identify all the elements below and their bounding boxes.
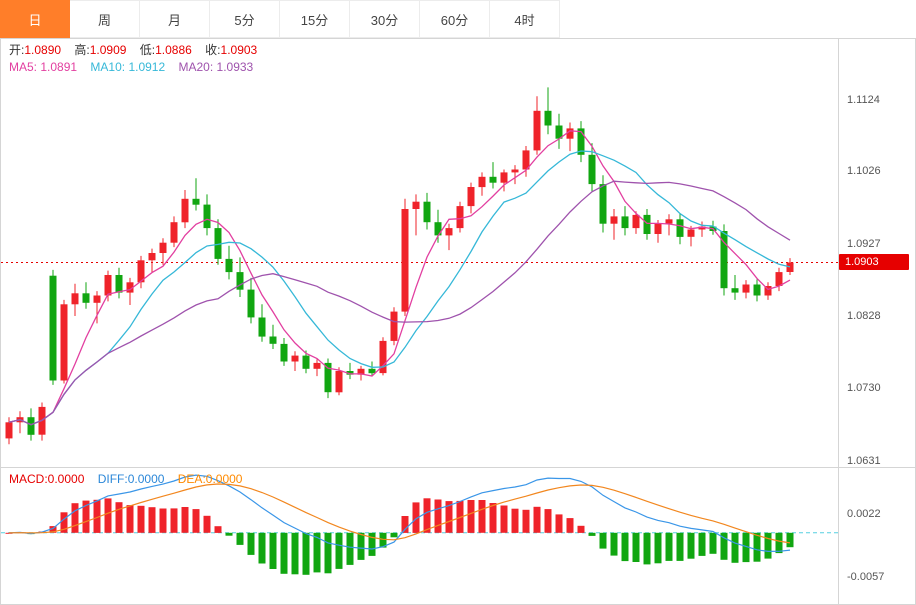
price-axis-tick: 1.1026 xyxy=(847,165,881,178)
tab-60min[interactable]: 60分 xyxy=(420,0,490,38)
price-axis-tick: 1.0828 xyxy=(847,310,881,323)
timeframe-tabbar: 日 周 月 5分 15分 30分 60分 4时 xyxy=(0,0,916,38)
chart-region: 1.1124 1.1026 1.0927 1.0828 1.0730 1.0631 1.09… xyxy=(0,38,916,605)
macd-axis-tick: 0.0022 xyxy=(847,508,881,521)
price-axis: 1.1124 1.1026 1.0927 1.0828 1.0730 1.0631 1.09… xyxy=(838,39,915,467)
tab-week[interactable]: 周 xyxy=(70,0,140,38)
tab-5min[interactable]: 5分 xyxy=(210,0,280,38)
price-axis-tick: 1.0927 xyxy=(847,237,881,250)
price-axis-tick: 1.0730 xyxy=(847,382,881,395)
tab-30min[interactable]: 30分 xyxy=(350,0,420,38)
price-axis-tick: 1.1124 xyxy=(847,93,880,106)
tab-15min[interactable]: 15分 xyxy=(280,0,350,38)
macd-axis-tick: -0.0057 xyxy=(847,570,885,583)
current-price-badge: 1.0903 xyxy=(839,253,909,270)
tab-month[interactable]: 月 xyxy=(140,0,210,38)
macd-chart[interactable] xyxy=(1,468,838,604)
main-chart-panel: 1.1124 1.1026 1.0927 1.0828 1.0730 1.0631 1.09… xyxy=(1,39,915,467)
candlestick-chart[interactable] xyxy=(1,39,838,467)
tab-day[interactable]: 日 xyxy=(0,0,70,38)
price-axis-tick: 1.0631 xyxy=(847,454,881,467)
panel-divider xyxy=(1,467,915,468)
tab-4hour[interactable]: 4时 xyxy=(490,0,560,38)
macd-panel: 0.0022 -0.0057 MACD:0.0000 DIFF:0.0000 DE… xyxy=(1,468,915,604)
macd-axis: 0.0022 -0.0057 xyxy=(838,468,915,604)
